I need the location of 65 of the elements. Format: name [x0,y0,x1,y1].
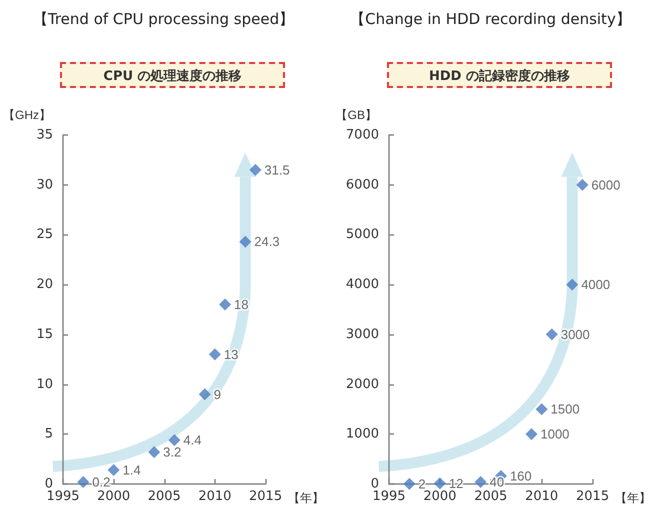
chart-subtitle: CPU の処理速度の推移 [60,62,285,88]
x-tick-label: 2015 [249,489,282,504]
data-label: 18 [234,297,249,312]
x-axis-title: 【年】 [615,491,651,505]
point [198,388,211,400]
y-tick-label: 5000 [346,227,379,242]
y-tick-label: 15 [36,326,53,342]
y-tick-label: 1000 [346,426,379,442]
point [525,428,538,440]
y-tick-label: 7000 [346,128,379,142]
x-tick-label: 1995 [372,489,406,504]
x-tick-label: 2005 [474,489,508,504]
y-tick-label: 35 [36,128,53,142]
point [208,348,221,360]
point [566,278,578,291]
x-tick-label: 2000 [423,489,456,504]
chart-subtitle: HDD の記録密度の推移 [387,62,612,88]
point [546,328,558,340]
y-tick-label: 5 [44,426,53,442]
point [576,178,588,191]
y-tick-label: 0 [370,476,379,492]
data-label: 3.2 [163,444,182,460]
x-tick-label: 2000 [97,489,130,504]
y-tick-label: 2000 [346,376,379,392]
y-tick-label: 0 [44,476,53,492]
point [239,236,252,248]
y-tick-label: 4000 [346,277,379,292]
point [108,464,120,476]
x-tick-label: 2010 [525,489,558,504]
y-axis-title: 【GB】 [336,108,377,122]
data-label: 1.4 [122,462,141,478]
point [536,403,548,416]
x-tick-label: 2005 [148,489,181,504]
point [168,434,180,446]
y-tick-label: 30 [36,177,53,192]
data-label: 4000 [581,277,610,292]
point [77,476,90,488]
data-label: 9 [214,386,222,402]
data-label: 13 [224,346,238,362]
data-label: 1500 [550,402,580,417]
point [148,446,160,458]
chart-title: 【Trend of CPU processing speed】 [32,10,296,29]
y-tick-label: 6000 [346,177,379,192]
point [403,478,416,490]
y-tick-label: 3000 [346,326,379,342]
data-label: 160 [510,468,532,484]
data-label: 3000 [560,326,590,342]
y-tick-label: 10 [36,376,53,392]
y-tick-label: 25 [36,227,53,242]
x-tick-label: 2015 [576,489,610,504]
data-label: 6000 [591,177,620,192]
x-tick-label: 1995 [46,489,80,504]
point [434,477,446,490]
data-label: 31.5 [264,162,290,178]
x-axis-title: 【年】 [288,491,324,505]
data-label: 1000 [540,426,570,442]
y-tick-label: 20 [36,277,53,292]
x-tick-label: 2010 [198,489,232,504]
chart-title: 【Change in HDD recording density】 [349,10,632,29]
point [249,164,262,176]
y-axis-title: 【GHz】 [3,108,51,122]
data-label: 4.4 [183,432,202,448]
point [474,476,487,488]
point [219,298,232,311]
data-label: 24.3 [254,234,280,250]
